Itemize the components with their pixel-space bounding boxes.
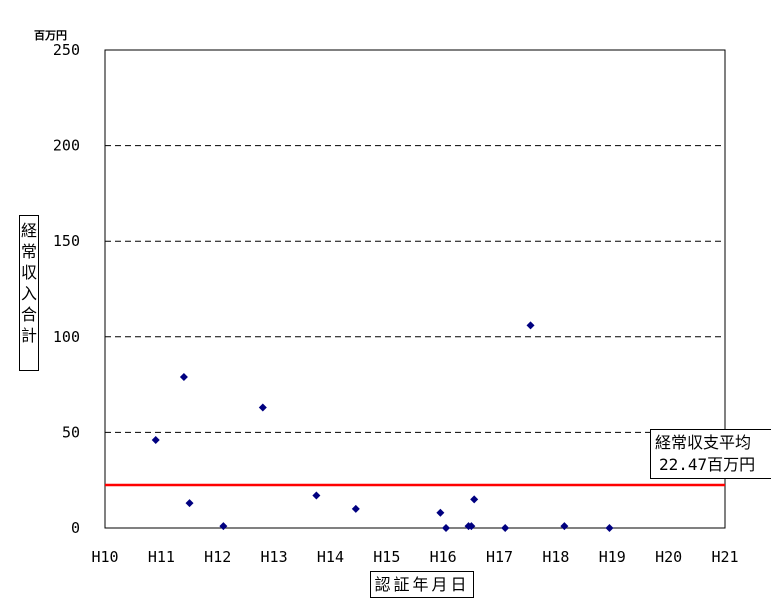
x-tick-label: H20 <box>655 548 682 566</box>
data-point <box>151 436 160 445</box>
x-tick-label: H15 <box>373 548 400 566</box>
average-label-title: 経常収支平均 <box>655 433 752 452</box>
data-point <box>526 321 535 330</box>
y-axis-label-char: 収 <box>20 263 37 282</box>
y-axis-label-char: 常 <box>20 242 37 261</box>
y-tick-label: 200 <box>53 137 80 155</box>
x-axis-ticks: H10 H11 H12 H13 H14 H15 H16 H17 H18 H19 H20 H21 <box>91 548 738 566</box>
data-point <box>179 372 188 381</box>
y-tick-label: 50 <box>62 423 80 441</box>
data-point <box>351 504 360 513</box>
average-annotation: 経常収支平均 22.47百万円 <box>650 429 771 479</box>
data-point <box>467 522 476 531</box>
y-unit-label: 百万円 <box>34 29 67 42</box>
plot-area-frame <box>104 49 726 529</box>
y-axis-label-char: 計 <box>20 326 37 345</box>
y-axis-label-char: 入 <box>20 284 37 303</box>
data-point <box>312 491 321 500</box>
data-point <box>185 499 194 508</box>
data-point <box>560 522 569 531</box>
data-point <box>219 522 228 531</box>
x-axis-label: 認証年月日 <box>370 571 474 598</box>
data-point <box>258 403 267 412</box>
y-tick-label: 250 <box>53 41 80 59</box>
x-tick-label: H12 <box>204 548 231 566</box>
x-tick-label: H17 <box>486 548 513 566</box>
x-tick-label: H10 <box>91 548 118 566</box>
data-points <box>151 321 614 532</box>
data-point <box>442 524 450 532</box>
y-axis-label-char: 合 <box>20 305 37 324</box>
x-tick-label: H16 <box>430 548 457 566</box>
x-tick-label: H14 <box>317 548 344 566</box>
y-axis-label-char: 経 <box>20 221 37 240</box>
y-tick-label: 0 <box>71 519 80 537</box>
y-tick-label: 150 <box>53 232 80 250</box>
y-tick-label: 100 <box>53 328 80 346</box>
x-tick-label: H19 <box>599 548 626 566</box>
data-point <box>436 508 445 517</box>
x-tick-label: H13 <box>261 548 288 566</box>
data-point <box>470 495 479 504</box>
x-tick-label: H18 <box>542 548 569 566</box>
data-point <box>605 524 614 532</box>
x-tick-label: H21 <box>711 548 738 566</box>
average-label-value: 22.47百万円 <box>659 455 756 474</box>
y-axis-ticks: 0 50 100 150 200 250 <box>53 41 80 537</box>
data-point <box>501 524 510 532</box>
grid-lines <box>105 145 725 433</box>
x-tick-label: H11 <box>148 548 175 566</box>
y-axis-label: 経常収入合計 <box>19 215 39 371</box>
